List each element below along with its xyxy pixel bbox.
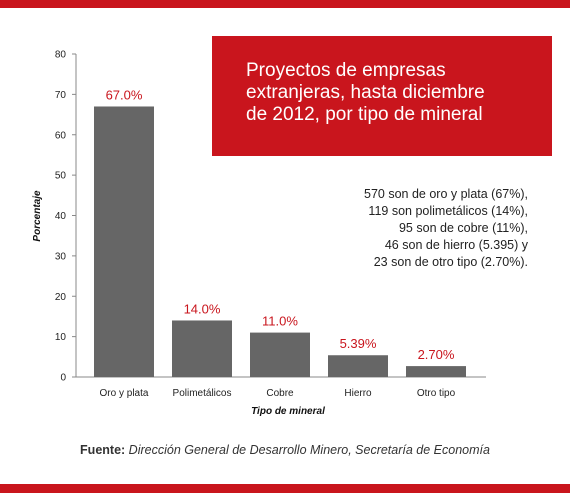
y-tick-label: 20 [55, 292, 67, 303]
y-axis-title: Porcentaje [32, 190, 43, 242]
bar [250, 332, 310, 377]
summary-line: 23 son de otro tipo (2.70%). [373, 255, 528, 269]
data-label: 67.0% [106, 87, 143, 102]
y-tick-label: 0 [60, 373, 66, 384]
data-label: 11.0% [262, 314, 298, 329]
y-tick-label: 10 [55, 332, 67, 343]
top-accent-bar [0, 0, 570, 8]
data-labels-group: 67.0% 14.0% 11.0% 5.39% 2.70% [106, 87, 455, 362]
y-tick-label: 40 [55, 211, 67, 222]
title-box: Proyectos de empresas extranjeras, hasta… [212, 36, 552, 156]
category-label: Cobre [266, 388, 294, 399]
source-label: Fuente: [80, 443, 126, 457]
y-tick-label: 50 [55, 171, 67, 182]
category-label: Polimetálicos [173, 388, 232, 399]
source-note: Fuente: Dirección General de Desarrollo … [0, 443, 570, 457]
bar [94, 106, 154, 378]
y-tick-label: 60 [55, 130, 67, 141]
y-tick-label: 70 [55, 90, 67, 101]
bars-group [94, 106, 466, 378]
bar-chart: 0 10 20 30 40 50 60 70 80 67.0% 14.0% 11.0% 5.39% 2.… [32, 50, 486, 417]
x-axis-title: Tipo de mineral [251, 406, 325, 417]
bar [328, 355, 388, 377]
data-label: 5.39% [340, 336, 377, 351]
summary-text: 570 son de oro y plata (67%), 119 son po… [300, 186, 528, 271]
bar [172, 320, 232, 377]
summary-line: 95 son de cobre (11%), [398, 221, 528, 235]
bottom-accent-bar [0, 484, 570, 493]
category-label: Oro y plata [100, 388, 149, 399]
data-label: 14.0% [184, 301, 221, 316]
summary-line: 119 son polimetálicos (14%), [368, 204, 528, 218]
summary-line: 570 son de oro y plata (67%), [364, 187, 528, 201]
category-label: Hierro [344, 388, 372, 399]
y-tick-label: 30 [55, 251, 67, 262]
bar [406, 366, 466, 377]
y-tick-label: 80 [55, 50, 67, 61]
category-label: Otro tipo [417, 388, 456, 399]
source-text: Dirección General de Desarrollo Minero, … [128, 443, 490, 457]
category-labels-group: Oro y plata Polimetálicos Cobre Hierro Otro … [100, 388, 456, 399]
chart-title: Proyectos de empresas extranjeras, hasta… [246, 60, 485, 125]
summary-line: 46 son de hierro (5.395) y [384, 238, 528, 252]
data-label: 2.70% [418, 347, 455, 362]
